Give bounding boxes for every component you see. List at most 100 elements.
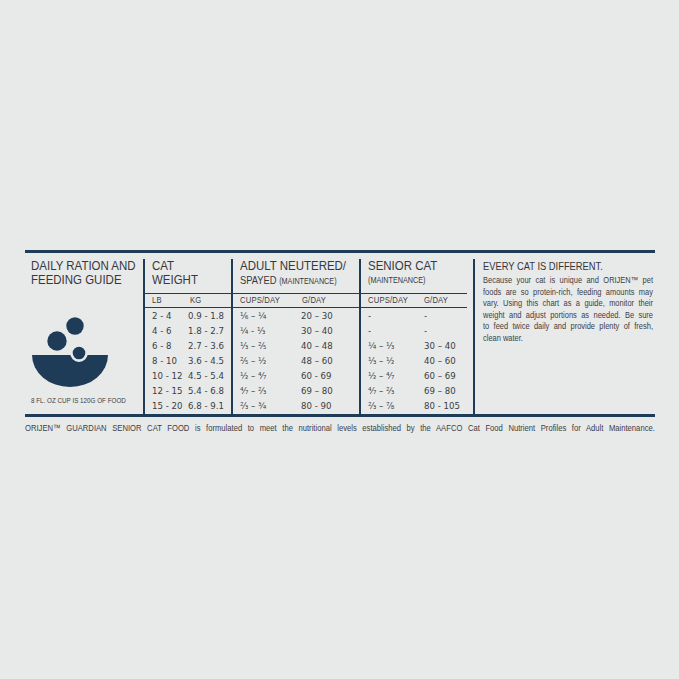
table-row: ⁴⁄₇ – ⅔69 – 80 — [240, 383, 333, 398]
table-cell: 69 – 80 — [301, 386, 333, 396]
table-cell: ⁴⁄₇ – ⅔ — [240, 386, 301, 396]
table-cell: ⅙ – ¼ — [240, 311, 301, 321]
table-row: ⅙ – ¼20 – 30 — [240, 309, 333, 324]
senior-header-maintenance: (MAINTENANCE) — [368, 273, 437, 287]
col-senior-g: G/DAY — [424, 295, 448, 305]
col-adult-g: G/DAY — [302, 295, 326, 305]
table-row: 2 - 40.9 - 1.8 — [152, 309, 224, 324]
table-cell: - — [424, 311, 427, 321]
table-cell: 15 - 20 — [152, 401, 188, 411]
weight-header-line2: WEIGHT — [152, 273, 198, 287]
table-cell: 3.6 - 4.5 — [188, 356, 224, 366]
table-cell: 0.9 - 1.8 — [188, 311, 224, 321]
footnote: ORIJEN™ GUARDIAN SENIOR CAT FOOD is form… — [25, 423, 655, 433]
table-cell: ½ – ⁴⁄₇ — [240, 371, 301, 381]
table-cell: 80 - 105 — [424, 401, 460, 411]
info-body-line: vary. Using this chart as a guide, monit… — [483, 298, 653, 310]
table-row: 15 - 206.8 - 9.1 — [152, 398, 224, 413]
table-row: 10 - 124.5 - 5.4 — [152, 369, 224, 384]
weight-header-line1: CAT — [152, 259, 198, 273]
table-cell: ⅖ – ½ — [240, 356, 301, 366]
adult-header-spayed: SPAYED — [240, 274, 277, 286]
top-rule — [25, 250, 655, 253]
table-cell: 5.4 - 6.8 — [188, 386, 224, 396]
page: { "colors": {"background": "#e8e9e9", "n… — [0, 0, 679, 679]
table-row: -- — [368, 309, 460, 324]
col-kg: KG — [190, 295, 201, 305]
table-cell: 8 - 10 — [152, 356, 188, 366]
divider-1 — [143, 259, 145, 415]
table-cell: ⅔ – ⅞ — [368, 401, 424, 411]
col-adult-cups: CUPS/DAY — [240, 295, 280, 305]
cup-note: 8 FL. OZ CUP IS 120G OF FOOD — [31, 396, 126, 405]
table-row: ½ – ⁴⁄₇60 - 69 — [240, 369, 333, 384]
table-cell: ⅓ – ⅖ — [240, 341, 301, 351]
adult-header-line1: ADULT NEUTERED/ — [240, 259, 346, 273]
divider-3 — [359, 259, 361, 415]
subheader-rule-bottom — [145, 307, 467, 308]
table-cell: 2 - 4 — [152, 311, 188, 321]
table-cell: ⅔ – ¾ — [240, 401, 301, 411]
col-lb: LB — [152, 295, 162, 305]
table-cell: 4 - 6 — [152, 326, 188, 336]
table-row: ⅓ – ½40 – 60 — [368, 354, 460, 369]
table-cell: ¼ – ⅓ — [368, 341, 424, 351]
table-cell: 12 - 15 — [152, 386, 188, 396]
info-body-line: Because your cat is unique and ORIJEN™ p… — [483, 275, 653, 287]
weight-table: 2 - 40.9 - 1.84 - 61.8 - 2.76 - 82.7 - 3… — [152, 309, 224, 413]
table-row: ⅔ – ⅞80 - 105 — [368, 398, 460, 413]
table-cell: 40 – 60 — [424, 356, 456, 366]
table-cell: 10 - 12 — [152, 371, 188, 381]
table-cell: 60 – 69 — [424, 371, 456, 381]
table-cell: 2.7 - 3.6 — [188, 341, 224, 351]
table-cell: 1.8 - 2.7 — [188, 326, 224, 336]
table-row: ⅔ – ¾80 - 90 — [240, 398, 333, 413]
table-row: ⅖ – ½48 – 60 — [240, 354, 333, 369]
table-row: 8 - 103.6 - 4.5 — [152, 354, 224, 369]
adult-header-line2: SPAYED (MAINTENANCE) — [240, 273, 346, 288]
adult-header: ADULT NEUTERED/ SPAYED (MAINTENANCE) — [240, 259, 346, 288]
info-body-line: weight and adjust portions as needed. Be… — [483, 310, 653, 322]
guide-title: DAILY RATION AND FEEDING GUIDE — [31, 259, 136, 287]
table-cell: ¼ - ⅓ — [240, 326, 301, 336]
table-cell: 69 – 80 — [424, 386, 456, 396]
table-cell: - — [424, 326, 427, 336]
table-row: -- — [368, 324, 460, 339]
table-cell: 40 – 48 — [301, 341, 333, 351]
divider-2 — [231, 259, 233, 415]
table-cell: 20 – 30 — [301, 311, 333, 321]
table-cell: 30 – 40 — [424, 341, 456, 351]
table-row: ½ – ⁴⁄₇60 – 69 — [368, 369, 460, 384]
table-cell: ½ – ⁴⁄₇ — [368, 371, 424, 381]
table-row: ¼ – ⅓30 – 40 — [368, 339, 460, 354]
senior-header-line1: SENIOR CAT — [368, 259, 437, 273]
adult-header-maintenance: (MAINTENANCE) — [279, 276, 336, 286]
table-row: ¼ - ⅓30 – 40 — [240, 324, 333, 339]
senior-header: SENIOR CAT (MAINTENANCE) — [368, 259, 437, 287]
table-cell: - — [368, 311, 424, 321]
table-row: 12 - 155.4 - 6.8 — [152, 383, 224, 398]
table-cell: 6 - 8 — [152, 341, 188, 351]
table-row: ⅓ – ⅖40 – 48 — [240, 339, 333, 354]
divider-4 — [473, 259, 475, 415]
table-cell: 30 – 40 — [301, 326, 333, 336]
weight-header: CAT WEIGHT — [152, 259, 198, 287]
col-senior-cups: CUPS/DAY — [368, 295, 408, 305]
table-cell: 48 – 60 — [301, 356, 333, 366]
table-cell: ⁴⁄₇ – ⅔ — [368, 386, 424, 396]
subheader-rule-top — [145, 293, 467, 294]
senior-table: ----¼ – ⅓30 – 40⅓ – ½40 – 60½ – ⁴⁄₇60 – … — [368, 309, 460, 413]
table-cell: 4.5 - 5.4 — [188, 371, 224, 381]
info-body-line: clean water. — [483, 333, 653, 345]
table-cell: 80 - 90 — [301, 401, 331, 411]
info-body-line: to feed twice daily and provide plenty o… — [483, 321, 653, 333]
food-bowl-icon — [31, 317, 109, 389]
table-cell: - — [368, 326, 424, 336]
table-cell: ⅓ – ½ — [368, 356, 424, 366]
bottom-rule — [25, 414, 655, 417]
info-body: Because your cat is unique and ORIJEN™ p… — [483, 275, 653, 345]
info-body-line: foods are so protein-rich, feeding amoun… — [483, 287, 653, 299]
table-row: ⁴⁄₇ – ⅔69 – 80 — [368, 383, 460, 398]
table-cell: 60 - 69 — [301, 371, 331, 381]
adult-table: ⅙ – ¼20 – 30¼ - ⅓30 – 40⅓ – ⅖40 – 48⅖ – … — [240, 309, 333, 413]
